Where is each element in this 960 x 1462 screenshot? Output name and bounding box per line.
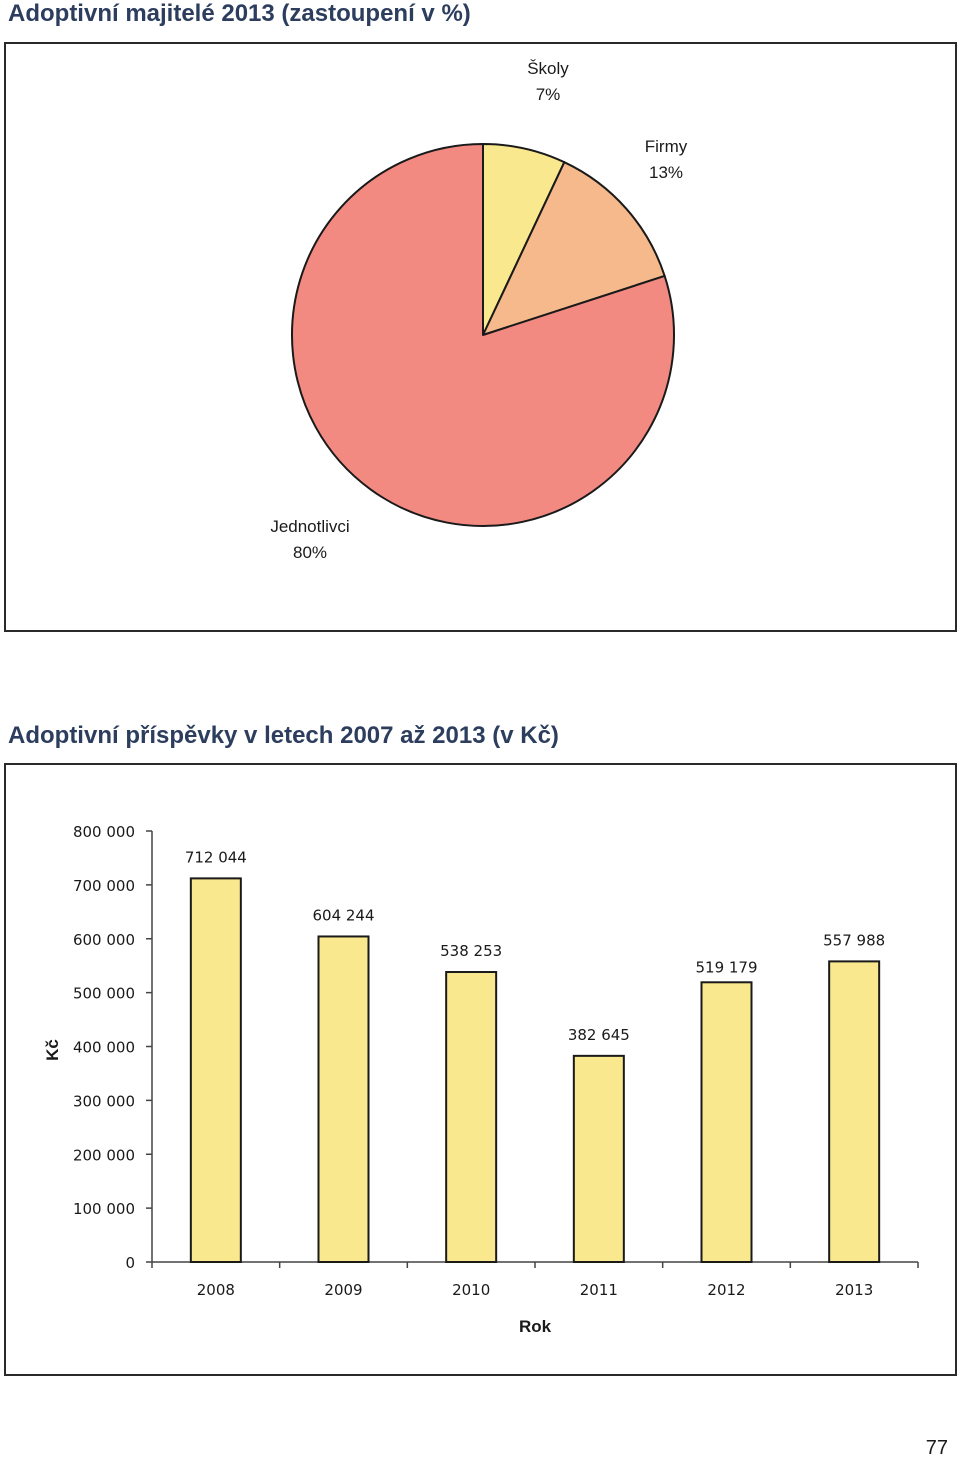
bar-2011 [572, 1054, 625, 1263]
bar-2013 [828, 960, 881, 1263]
bar-chart-frame: 0 100 000 200 000 300 000 400 000 500 000 600 … [4, 763, 957, 1376]
pie-slice-firmy [482, 161, 666, 336]
x-tick-label: 2011 [580, 1281, 618, 1299]
x-tick-label: 2008 [197, 1281, 235, 1299]
bar-chart-title: Adoptivní příspěvky v letech 2007 až 201… [8, 722, 559, 749]
pie-label-value-firmy: 13% [649, 163, 683, 182]
pie-label-name-firmy: Firmy [645, 137, 688, 156]
y-tick-label: 500 000 [73, 985, 135, 1003]
pie-chart-frame: Školy 7% Firmy 13% Jednotlivci 80% [4, 42, 957, 632]
bar-value-label: 712 044 [185, 848, 247, 866]
bar-value-label: 538 253 [440, 942, 502, 960]
bar-2008 [189, 877, 242, 1263]
pie-slice-jednotlivci [291, 143, 675, 527]
pie-chart: Školy 7% Firmy 13% Jednotlivci 80% [270, 59, 688, 562]
x-tick-label: 2013 [835, 1281, 873, 1299]
y-tick-label: 300 000 [73, 1092, 135, 1110]
y-tick-label: 100 000 [73, 1200, 135, 1218]
bar-value-label: 604 244 [312, 906, 374, 924]
x-tick-label: 2012 [707, 1281, 745, 1299]
pie-label-name-skoly: Školy [527, 59, 569, 78]
x-tick-label: 2009 [324, 1281, 362, 1299]
y-tick-label: 800 000 [73, 823, 135, 841]
bar-chart: 0 100 000 200 000 300 000 400 000 500 000 600 … [43, 823, 919, 1336]
bar-2012 [700, 981, 753, 1263]
bar-value-label: 382 645 [568, 1026, 630, 1044]
bar-2010 [445, 971, 498, 1263]
y-tick-label: 700 000 [73, 877, 135, 895]
pie-label-name-jednotlivci: Jednotlivci [270, 517, 349, 536]
y-tick-label: 200 000 [73, 1146, 135, 1164]
y-tick-label: 400 000 [73, 1039, 135, 1057]
y-tick-label: 600 000 [73, 931, 135, 949]
page-number: 77 [925, 1437, 948, 1459]
pie-label-value-skoly: 7% [536, 85, 561, 104]
y-axis-title: Kč [43, 1039, 62, 1061]
pie-label-value-jednotlivci: 80% [293, 543, 327, 562]
bar-2009 [317, 935, 370, 1264]
bar-value-label: 557 988 [823, 931, 885, 949]
x-axis-title: Rok [519, 1317, 552, 1336]
bar-value-label: 519 179 [695, 958, 757, 976]
x-tick-label: 2010 [452, 1281, 490, 1299]
y-tick-label: 0 [125, 1254, 135, 1272]
pie-chart-title: Adoptivní majitelé 2013 (zastoupení v %) [8, 0, 471, 27]
